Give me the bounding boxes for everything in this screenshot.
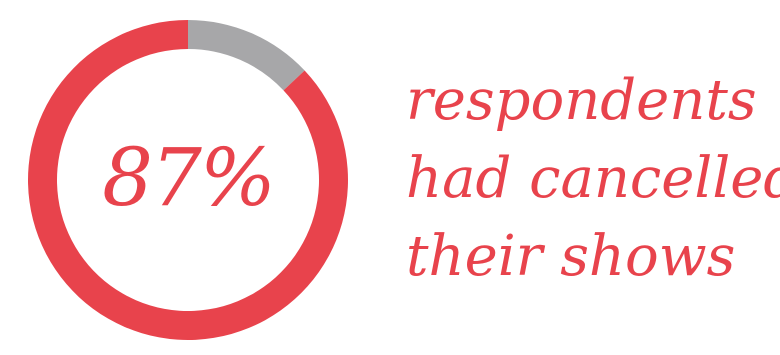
center-percentage-label: 87% bbox=[102, 131, 274, 224]
donut-chart: 87% bbox=[27, 20, 348, 340]
donut-slices bbox=[27, 20, 348, 340]
caption-line-2: had cancelled bbox=[406, 146, 780, 211]
caption-line-3: their shows bbox=[406, 224, 736, 289]
chart-caption: respondents had cancelled their shows bbox=[406, 62, 780, 296]
caption-line-1: respondents bbox=[406, 68, 757, 133]
donut-slice-other bbox=[188, 20, 305, 91]
